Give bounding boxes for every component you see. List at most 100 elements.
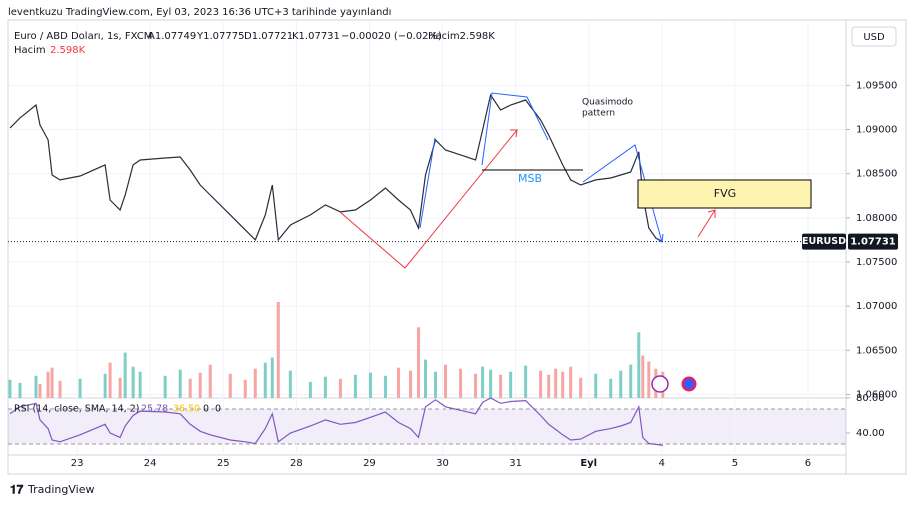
volume-bar	[270, 357, 274, 398]
volume-value: 2.598K	[50, 45, 86, 56]
volume-bar	[131, 366, 135, 398]
rsi-value: 25.78	[141, 404, 168, 415]
volume-bar	[323, 376, 327, 398]
volume-bar	[338, 378, 342, 398]
volume-label: Hacim	[14, 45, 46, 56]
logo-mark: 𝟏𝟕	[10, 483, 24, 497]
volume-bar	[34, 375, 38, 398]
series-line	[9, 93, 664, 243]
frame	[7, 19, 907, 475]
msb-label: MSB	[518, 172, 542, 185]
annotation: pattern	[582, 109, 615, 119]
volume-bar	[609, 378, 613, 398]
y-tick-label: 1.08000	[856, 213, 897, 224]
volume-bar	[103, 373, 107, 398]
rsi-band	[8, 409, 846, 444]
volume-bar	[198, 372, 202, 398]
published-note: leventkuzu TradingView.com, Eyl 03, 2023…	[8, 7, 391, 18]
ohlc-open: A1.07749	[148, 31, 196, 42]
series-line	[9, 397, 663, 446]
volume-bar	[353, 374, 357, 398]
volume-bar	[108, 362, 112, 398]
volume-bar	[263, 362, 267, 398]
volume-bar	[481, 366, 485, 398]
volume-bar	[138, 371, 142, 398]
volume-bar	[368, 372, 372, 398]
volume-bar	[188, 378, 192, 398]
rsi-extra: 0	[203, 404, 209, 415]
symbol: Euro / ABD Doları, 1s, FXCM	[14, 31, 152, 42]
symbol-badge-label: EURUSD	[802, 236, 846, 247]
price-badge-label: 1.07731	[850, 237, 896, 248]
volume-bar	[489, 369, 493, 398]
y-tick-label: 1.06000	[856, 389, 897, 400]
trend-line	[419, 137, 436, 229]
footer-logo[interactable]: TradingView	[27, 483, 94, 496]
volume-bar	[50, 367, 54, 398]
volume-bar	[178, 369, 182, 398]
volume-bar	[499, 374, 503, 398]
volume-bar	[163, 375, 167, 398]
volume-bar	[409, 370, 413, 398]
y-tick-label: 40.00	[856, 428, 885, 439]
x-tick-label: 23	[71, 458, 84, 469]
arrow-head	[707, 209, 716, 218]
volume-bar	[554, 368, 558, 398]
volume-bar	[78, 378, 82, 398]
volume-bar	[641, 355, 645, 398]
volume-bar	[509, 371, 513, 398]
volume-bar	[58, 380, 62, 398]
volume-bar	[276, 302, 280, 398]
y-tick-label: 1.09000	[856, 125, 897, 136]
rsi-legend: RSI (14, close, SMA, 14, 2)	[14, 404, 139, 415]
volume-bar	[416, 327, 420, 398]
y-tick-label: 1.09500	[856, 80, 897, 91]
event-icon[interactable]	[651, 375, 669, 393]
x-tick-label: 30	[436, 458, 449, 469]
price-badge	[848, 233, 898, 250]
volume-bar	[253, 368, 257, 398]
volume-bar	[208, 364, 212, 398]
volume-bar	[308, 381, 312, 398]
volume-bar	[579, 377, 583, 398]
x-tick-label: 31	[509, 458, 522, 469]
volume-bar	[647, 361, 651, 398]
volume-bar	[569, 366, 573, 398]
ohlc-low: D1.07721	[244, 31, 293, 42]
fvg-label: FVG	[714, 187, 736, 200]
arrow-head	[510, 129, 518, 138]
arrow-head	[654, 233, 664, 243]
y-tick-label: 1.07500	[856, 257, 897, 268]
volume-bar	[8, 379, 12, 398]
volume-bar	[459, 368, 463, 398]
volume-bar	[594, 373, 598, 398]
volume-bar	[547, 374, 551, 398]
annotation: Quasimodo	[582, 98, 633, 108]
symbol-badge	[802, 233, 846, 250]
volume-bar	[123, 352, 127, 398]
x-tick-label: 6	[805, 458, 811, 469]
trend-line	[481, 92, 549, 166]
x-tick-label: 29	[363, 458, 376, 469]
x-tick-label: 5	[732, 458, 738, 469]
fvg-box	[637, 179, 812, 209]
volume-bar	[243, 379, 247, 398]
zigzag-drawing	[339, 129, 518, 269]
volume-bar	[38, 383, 42, 398]
x-tick-label: 24	[144, 458, 157, 469]
volume-bar	[383, 375, 387, 398]
volume-bar	[18, 382, 22, 398]
currency-button[interactable]	[851, 26, 897, 47]
trend-line	[582, 144, 663, 243]
volume-bar	[434, 371, 438, 398]
y-tick-label: 1.07000	[856, 301, 897, 312]
arrow	[697, 209, 716, 238]
ohlc-high: Y1.07775	[196, 31, 244, 42]
volume-bar	[524, 365, 528, 398]
currency: USD	[863, 32, 885, 43]
x-tick-label: 4	[659, 458, 665, 469]
rsi-extra: 0	[215, 404, 221, 415]
x-tick-label: 28	[290, 458, 303, 469]
